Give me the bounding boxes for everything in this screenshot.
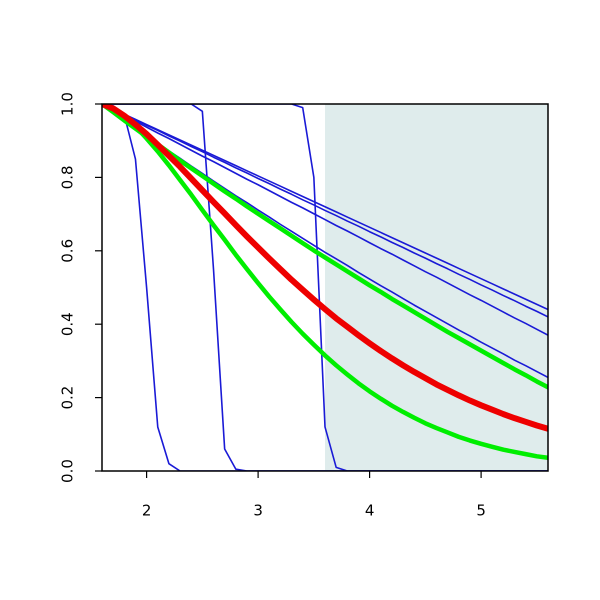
y-tick-label: 1.0 — [59, 92, 77, 116]
x-tick-label: 2 — [142, 502, 152, 520]
y-tick-label: 0.6 — [59, 239, 77, 263]
x-tick-label: 4 — [365, 502, 375, 520]
series-line — [102, 104, 548, 337]
series-line — [102, 104, 548, 471]
series-line — [102, 104, 548, 471]
shaded-region — [325, 104, 548, 471]
y-tick-label: 0.4 — [59, 312, 77, 336]
series-line — [102, 104, 548, 318]
x-tick-label: 3 — [253, 502, 263, 520]
plot-frame — [101, 103, 549, 472]
series-line — [102, 104, 548, 390]
series-line — [102, 104, 548, 461]
series-line — [102, 104, 548, 432]
y-tick-label: 0.8 — [59, 165, 77, 189]
y-tick-label: 0.2 — [59, 386, 77, 410]
series-line — [102, 104, 548, 311]
axes-layer: 2 3 4 5 0.0 0.2 0.4 0.6 0.8 1.0 — [59, 92, 549, 520]
y-tick-label: 0.0 — [59, 459, 77, 483]
shade-layer — [325, 104, 548, 471]
lines-layer — [102, 104, 548, 471]
x-tick-label: 5 — [476, 502, 486, 520]
